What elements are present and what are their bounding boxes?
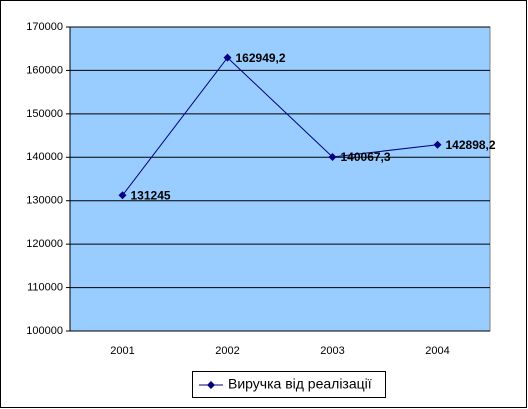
y-tick-label: 160000: [26, 64, 63, 76]
value-label: 140067,3: [341, 150, 391, 164]
data-point: [118, 191, 127, 200]
y-tick-label: 150000: [26, 108, 63, 120]
series-line: [122, 56, 438, 196]
x-tick-label: 2004: [425, 345, 449, 357]
legend-marker: [207, 381, 215, 389]
x-tick-label: 2002: [215, 345, 239, 357]
data-point: [328, 152, 337, 161]
value-label: 162949,2: [236, 51, 286, 65]
y-tick-label: 120000: [26, 238, 63, 250]
data-point: [433, 140, 442, 149]
x-tick-label: 2003: [320, 345, 344, 357]
y-tick-label: 170000: [26, 21, 63, 33]
value-label: 142898,2: [446, 138, 496, 152]
plot-area: [69, 26, 491, 332]
value-label: 131245: [131, 188, 171, 202]
y-tick-label: 130000: [26, 195, 63, 207]
legend-box: [192, 371, 386, 398]
x-tick-label: 2001: [110, 345, 134, 357]
data-point: [223, 53, 232, 62]
y-tick-label: 110000: [27, 281, 63, 293]
legend-label: Виручка від реалізації: [228, 376, 372, 392]
y-tick-label: 140000: [26, 151, 63, 163]
y-tick-label: 100000: [26, 325, 63, 337]
